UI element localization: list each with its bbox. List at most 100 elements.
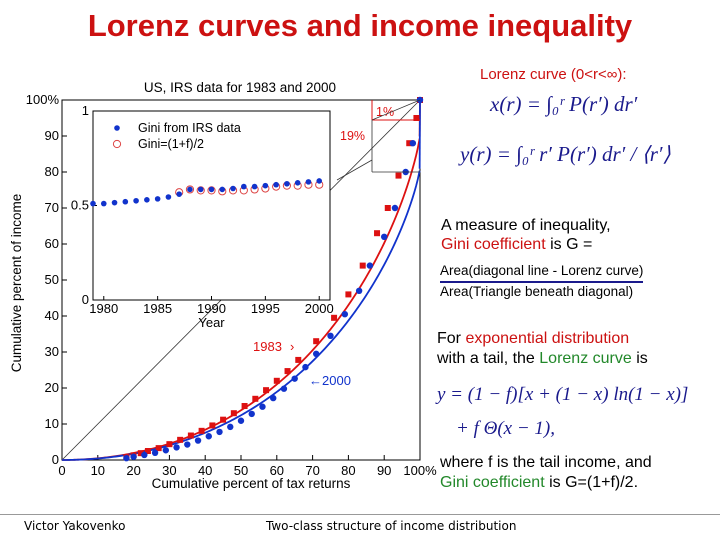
y-tick-label: 20 (45, 380, 59, 395)
point-1983 (331, 314, 338, 321)
x-tick-label: 10 (91, 463, 105, 478)
footer-author: Victor Yakovenko (24, 519, 126, 533)
x-tick-label: 90 (377, 463, 391, 478)
inset-point-gini-irs (241, 183, 247, 190)
inset-point-gini-irs (111, 199, 118, 206)
legend-label-gini-formula: Gini=(1+f)/2 (138, 137, 204, 151)
gini-equals: is G = (545, 236, 593, 253)
pointer-19pct (336, 159, 373, 181)
label-2000: ←2000 (309, 373, 351, 388)
fit-curve-2000 (62, 170, 421, 461)
point-2000 (409, 140, 417, 147)
point-1983 (220, 416, 227, 423)
point-1983 (187, 432, 194, 439)
point-1983 (273, 377, 280, 384)
formula-x-r: x(r) = ∫₀ʳ P(r′) dr′ (490, 92, 638, 116)
inset-point-gini-irs (122, 198, 129, 205)
formula-y-r: y(r) = ∫₀ʳ r′ P(r′) dr′ / ⟨r′⟩ (460, 142, 671, 166)
point-1983 (359, 262, 366, 269)
point-1983 (384, 205, 391, 211)
point-2000 (162, 447, 170, 454)
point-1983 (241, 403, 248, 409)
inset-point-gini-irs (284, 180, 290, 187)
formula-y-exp-2: + f Θ(x − 1), (456, 418, 555, 439)
point-1983 (230, 410, 237, 417)
where-line-2: Gini coefficient is G=(1+f)/2. (440, 473, 652, 493)
slide-title: Lorenz curves and income inequality (87, 8, 633, 43)
legend-marker-gini-irs (114, 125, 120, 131)
inset-x-tick-label: 1980 (89, 301, 118, 316)
point-1983 (177, 436, 184, 443)
point-2000 (312, 350, 320, 357)
point-2000 (194, 437, 202, 444)
point-1983 (137, 450, 144, 457)
point-1983 (413, 115, 420, 121)
point-2000 (259, 403, 266, 410)
formula-y-exp-1: y = (1 − f)[x + (1 − x) ln(1 − x)] (437, 384, 689, 405)
inset-point-gini-irs (273, 181, 279, 188)
footer-talk-title: Two-class structure of income distributi… (266, 519, 517, 533)
exp-line-1a: For (437, 330, 466, 347)
point-1983 (263, 387, 270, 394)
point-1983 (345, 291, 352, 298)
y-tick-label: 30 (45, 344, 59, 359)
inset-point-gini-irs (251, 183, 258, 190)
tail-income-text: where f is the tail income, and Gini coe… (440, 453, 652, 493)
point-2000 (355, 287, 363, 294)
measure-line-1: A measure of inequality, (441, 217, 611, 234)
x-tick-label: 60 (270, 463, 284, 478)
inset-point-gini-irs (144, 197, 150, 203)
point-1983 (166, 441, 173, 448)
inset-y-tick-label: 0 (82, 292, 89, 307)
point-2000 (184, 441, 191, 448)
point-1983 (313, 338, 320, 345)
inset-x-axis-label: Year (198, 315, 225, 330)
point-1983 (144, 448, 151, 454)
point-1983 (155, 445, 162, 452)
inset-point-gini-irs (230, 185, 236, 192)
point-2000 (141, 451, 148, 459)
point-2000 (366, 262, 374, 269)
point-2000 (248, 410, 255, 418)
inset-y-tick-label: 1 (82, 103, 89, 118)
y-tick-label: 50 (45, 272, 59, 287)
point-1983 (395, 172, 402, 179)
point-2000 (302, 363, 309, 371)
inset-point-gini-irs (305, 179, 312, 185)
point-2000 (270, 394, 277, 402)
x-tick-label: 0 (58, 463, 65, 478)
fraction-denominator: Area(Triangle beneath diagonal) (440, 284, 634, 299)
where-line-1: where f is the tail income, and (440, 454, 652, 471)
x-tick-label: 70 (305, 463, 319, 478)
point-1983 (252, 395, 259, 402)
inset-point-gini-irs (316, 178, 323, 184)
inequality-measure: A measure of inequality, Gini coefficien… (441, 216, 611, 254)
label-1983: 1983 (253, 339, 282, 354)
y-tick-label: 40 (45, 308, 59, 323)
inset-point-gini-irs (100, 200, 107, 207)
gini-formula-text: is G=(1+f)/2. (544, 474, 639, 491)
gini-term: Gini coefficient (441, 236, 546, 253)
y-tick-label: 70 (45, 200, 59, 215)
inset-x-tick-label: 1995 (251, 301, 280, 316)
point-2000 (381, 233, 388, 240)
point-1983 (295, 356, 302, 363)
inset-x-tick-label: 1985 (143, 301, 172, 316)
x-tick-label: 30 (162, 463, 176, 478)
legend-label-gini-irs: Gini from IRS data (138, 121, 241, 135)
point-2000 (205, 433, 212, 440)
inset-x-tick-label: 1990 (197, 301, 226, 316)
inset-point-gini-irs (176, 191, 182, 197)
x-axis-label: Cumulative percent of tax returns (152, 476, 351, 491)
inset-point-gini-irs (90, 200, 96, 207)
x-tick-label: 40 (198, 463, 212, 478)
exp-line-2: with a tail, the Lorenz curve is (437, 349, 648, 369)
label-1983-arrow: › (290, 339, 294, 354)
point-2000 (173, 444, 180, 451)
inset-point-gini-irs (133, 197, 139, 204)
x-tick-label: 20 (126, 463, 140, 478)
inset-frame (92, 110, 331, 301)
point-1983 (209, 422, 216, 429)
gini-term-2: Gini coefficient (440, 474, 545, 491)
inset-point-gini-irs (208, 186, 215, 193)
